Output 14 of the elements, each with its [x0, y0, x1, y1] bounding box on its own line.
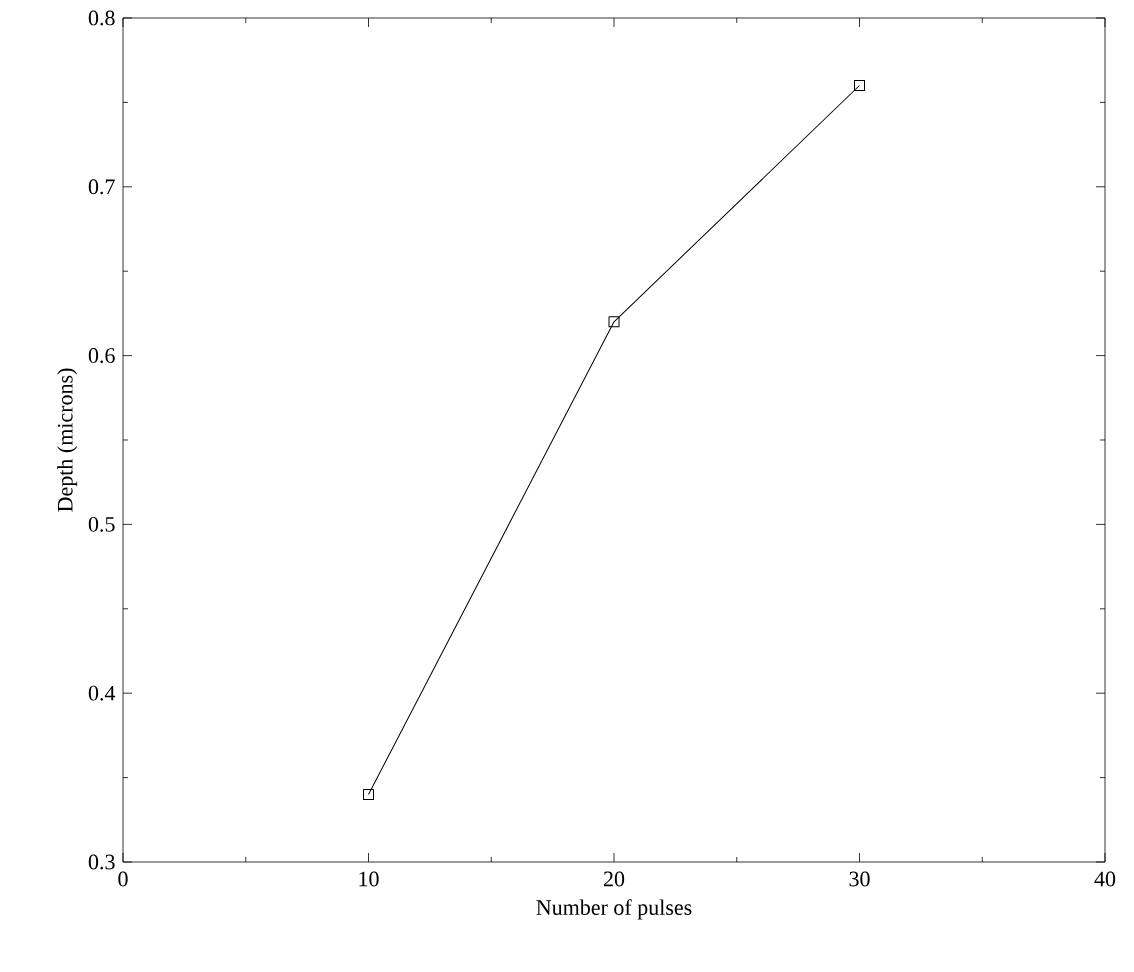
- y-tick-label: 0.6: [88, 348, 115, 364]
- y-tick-label: 0.8: [88, 10, 115, 26]
- y-tick-label: 0.7: [88, 179, 115, 195]
- point: [608, 316, 620, 328]
- y-axis-title: Depth (microns): [57, 368, 78, 512]
- x-tick-label: 0: [118, 871, 128, 887]
- x-axis-title: Number of pulses: [536, 899, 692, 920]
- x-tick-label: 10: [359, 871, 379, 887]
- y-tick-label: 0.5: [88, 516, 115, 532]
- x-tick-label: 20: [603, 871, 625, 887]
- y-tick-label: 0.4: [88, 685, 116, 701]
- x-tick-label: 40: [1094, 871, 1116, 887]
- x-tick-label: 30: [849, 871, 870, 887]
- y-tick-label: 0.3: [88, 854, 115, 870]
